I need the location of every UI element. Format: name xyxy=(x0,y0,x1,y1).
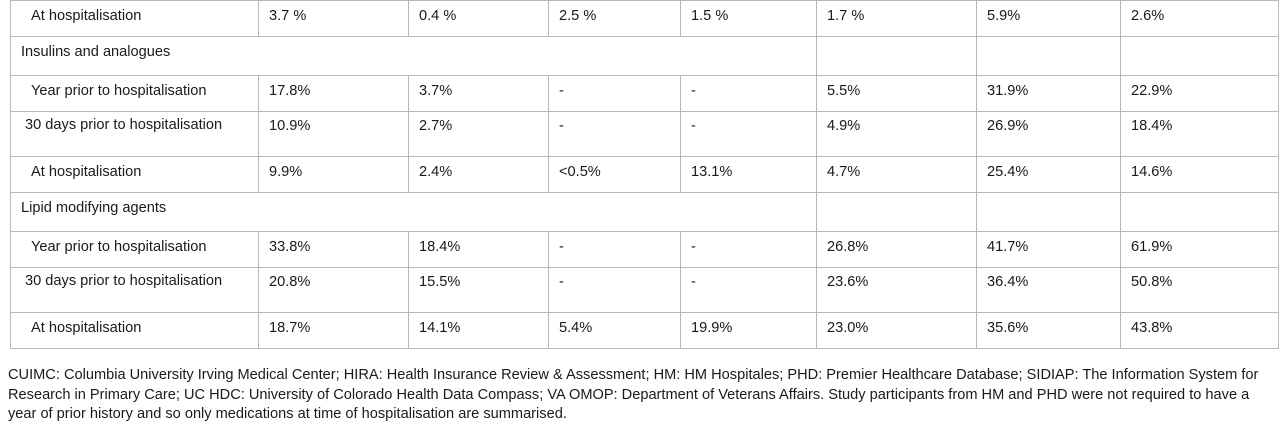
value-cell: - xyxy=(680,75,817,112)
table-row: At hospitalisation 18.7% 14.1% 5.4% 19.9% 23.… xyxy=(10,312,1279,349)
table-row: Year prior to hospitalisation 17.8% 3.7% - -… xyxy=(10,75,1279,112)
value-cell: 1.7 % xyxy=(816,0,977,37)
value-cell: 20.8% xyxy=(258,267,409,313)
value-cell: 18.7% xyxy=(258,312,409,349)
value-cell: - xyxy=(548,111,681,157)
table-row: 30 days prior to hospitalisation 20.8% 15.… xyxy=(10,267,1279,313)
value-cell: - xyxy=(680,111,817,157)
value-cell: 43.8% xyxy=(1120,312,1279,349)
value-cell: 4.9% xyxy=(816,111,977,157)
value-cell: 31.9% xyxy=(976,75,1121,112)
value-cell: 17.8% xyxy=(258,75,409,112)
value-cell: 5.4% xyxy=(548,312,681,349)
empty-cell xyxy=(976,192,1121,232)
empty-cell xyxy=(1120,36,1279,76)
value-cell: 3.7 % xyxy=(258,0,409,37)
value-cell: 14.1% xyxy=(408,312,549,349)
value-cell: 1.5 % xyxy=(680,0,817,37)
table-row: At hospitalisation 3.7 % 0.4 % 2.5 % 1.5 % 1.… xyxy=(10,0,1279,37)
value-cell: 4.7% xyxy=(816,156,977,193)
value-cell: 15.5% xyxy=(408,267,549,313)
value-cell: 22.9% xyxy=(1120,75,1279,112)
value-cell: 35.6% xyxy=(976,312,1121,349)
empty-cell xyxy=(976,36,1121,76)
value-cell: 41.7% xyxy=(976,231,1121,268)
value-cell: 61.9% xyxy=(1120,231,1279,268)
table-row: Year prior to hospitalisation 33.8% 18.4% -… xyxy=(10,231,1279,268)
value-cell: 2.5 % xyxy=(548,0,681,37)
empty-cell xyxy=(816,36,977,76)
empty-cell xyxy=(816,192,977,232)
row-label: At hospitalisation xyxy=(10,156,259,193)
value-cell: 26.9% xyxy=(976,111,1121,157)
value-cell: 23.0% xyxy=(816,312,977,349)
value-cell: 2.6% xyxy=(1120,0,1279,37)
value-cell: 2.7% xyxy=(408,111,549,157)
value-cell: 23.6% xyxy=(816,267,977,313)
value-cell: 36.4% xyxy=(976,267,1121,313)
value-cell: 50.8% xyxy=(1120,267,1279,313)
value-cell: 9.9% xyxy=(258,156,409,193)
table-row: At hospitalisation 9.9% 2.4% <0.5% 13.1% 4.7%… xyxy=(10,156,1279,193)
row-label: 30 days prior to hospitalisation xyxy=(10,267,259,313)
table-footnote: CUIMC: Columbia University Irving Medica… xyxy=(8,367,1259,422)
value-cell: - xyxy=(680,231,817,268)
value-cell: <0.5% xyxy=(548,156,681,193)
value-cell: 0.4 % xyxy=(408,0,549,37)
value-cell: - xyxy=(548,267,681,313)
value-cell: 19.9% xyxy=(680,312,817,349)
value-cell: 26.8% xyxy=(816,231,977,268)
value-cell: 18.4% xyxy=(1120,111,1279,157)
value-cell: 10.9% xyxy=(258,111,409,157)
value-cell: 5.9% xyxy=(976,0,1121,37)
medication-table: At hospitalisation 3.7 % 0.4 % 2.5 % 1.5 % 1.… xyxy=(10,0,1279,349)
value-cell: 14.6% xyxy=(1120,156,1279,193)
value-cell: 13.1% xyxy=(680,156,817,193)
row-label: 30 days prior to hospitalisation xyxy=(10,111,259,157)
section-header-row: Insulins and analogues xyxy=(10,36,1279,76)
value-cell: - xyxy=(548,75,681,112)
section-label: Insulins and analogues xyxy=(10,36,817,76)
row-label: Year prior to hospitalisation xyxy=(10,231,259,268)
value-cell: 33.8% xyxy=(258,231,409,268)
section-label: Lipid modifying agents xyxy=(10,192,817,232)
value-cell: 18.4% xyxy=(408,231,549,268)
row-label: At hospitalisation xyxy=(10,312,259,349)
table-row: 30 days prior to hospitalisation 10.9% 2.7… xyxy=(10,111,1279,157)
empty-cell xyxy=(1120,192,1279,232)
row-label: At hospitalisation xyxy=(10,0,259,37)
value-cell: 5.5% xyxy=(816,75,977,112)
row-label: Year prior to hospitalisation xyxy=(10,75,259,112)
value-cell: 25.4% xyxy=(976,156,1121,193)
value-cell: - xyxy=(548,231,681,268)
section-header-row: Lipid modifying agents xyxy=(10,192,1279,232)
value-cell: - xyxy=(680,267,817,313)
value-cell: 2.4% xyxy=(408,156,549,193)
value-cell: 3.7% xyxy=(408,75,549,112)
